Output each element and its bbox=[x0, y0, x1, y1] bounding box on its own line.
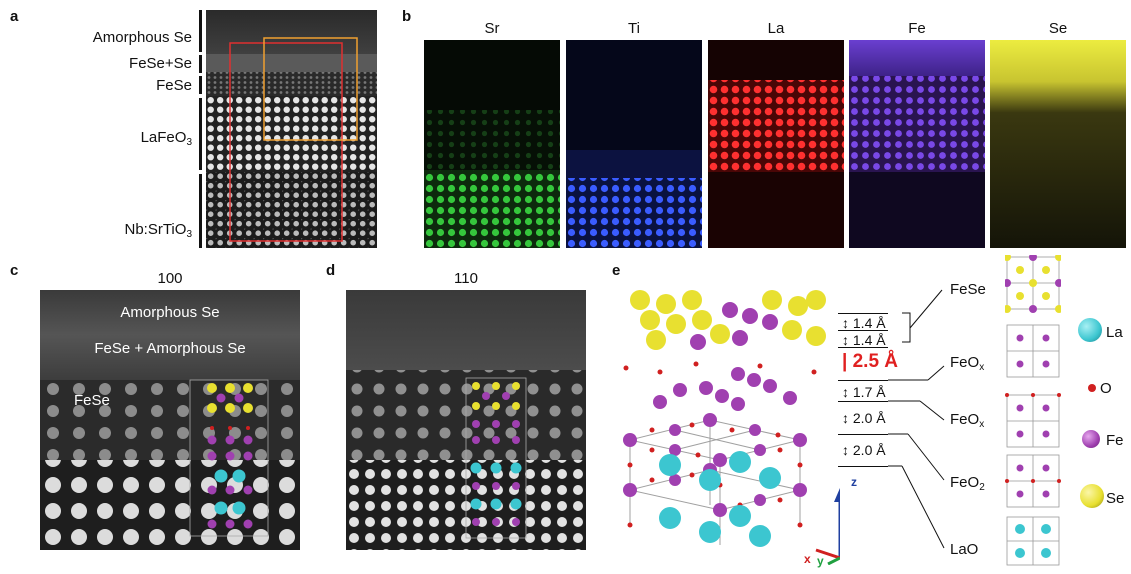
layer-bar-amorphous bbox=[199, 10, 202, 52]
panel-label-e: e bbox=[612, 262, 621, 279]
stem-image-d bbox=[346, 290, 586, 550]
layer-label-e-feox-1: FeOx bbox=[950, 354, 985, 373]
map-title-sr: Sr bbox=[484, 20, 500, 37]
layer-label-nb-srtio3: Nb:SrTiO3 bbox=[124, 221, 192, 240]
legend-label-la: La bbox=[1106, 324, 1123, 341]
overlay-label-fese: FeSe bbox=[74, 392, 110, 409]
overlay-label-fese-amorphous-se: FeSe + Amorphous Se bbox=[94, 340, 246, 357]
guide-line-2 bbox=[838, 330, 888, 331]
distance-6: ↕ 2.0 Å bbox=[842, 442, 886, 458]
legend-label-o: O bbox=[1100, 380, 1112, 397]
panel-label-d: d bbox=[326, 262, 336, 279]
overlay-label-amorphous-se: Amorphous Se bbox=[120, 304, 220, 321]
layer-label-e-feo2: FeO2 bbox=[950, 474, 985, 493]
legend-swatch-fe bbox=[1082, 430, 1100, 448]
panel-c-title: 100 bbox=[157, 270, 183, 287]
eds-map-fe bbox=[849, 40, 985, 248]
panel-label-b: b bbox=[402, 8, 412, 25]
distance-4: ↕ 1.7 Å bbox=[842, 384, 886, 400]
panel-d-title: 110 bbox=[454, 270, 478, 287]
distance-3-highlight: | 2.5 Å bbox=[842, 351, 899, 372]
guide-line-6 bbox=[838, 434, 888, 435]
eds-map-la bbox=[708, 40, 844, 248]
layer-label-amorphous-se: Amorphous Se bbox=[92, 29, 192, 46]
map-title-se: Se bbox=[1048, 20, 1068, 37]
legend-swatch-o bbox=[1088, 384, 1096, 392]
crystal-structure-3d bbox=[620, 280, 846, 566]
layer-label-fese: FeSe bbox=[156, 77, 192, 94]
layer-bar-nb-srtio3 bbox=[199, 174, 202, 248]
map-title-fe: Fe bbox=[908, 20, 926, 37]
axis-label-z: z bbox=[851, 475, 857, 489]
guide-line-7 bbox=[838, 466, 888, 467]
layer-label-lafeo3: LaFeO3 bbox=[140, 129, 192, 148]
layer-bar-fese-se bbox=[199, 55, 202, 73]
stem-image-c bbox=[40, 290, 300, 550]
axis-arrows bbox=[815, 488, 846, 566]
axis-label-x: x bbox=[804, 552, 811, 566]
guide-line-5 bbox=[838, 401, 888, 402]
legend-swatch-la bbox=[1078, 318, 1102, 342]
layer-bar-lafeo3 bbox=[199, 98, 202, 170]
layer-label-e-feox-2: FeOx bbox=[950, 411, 985, 430]
legend-swatch-se bbox=[1080, 484, 1104, 508]
feox-layer bbox=[623, 361, 817, 411]
guide-line-1 bbox=[838, 313, 888, 314]
distance-1: ↕ 1.4 Å bbox=[842, 315, 886, 331]
distance-5: ↕ 2.0 Å bbox=[842, 410, 886, 426]
guide-line-4 bbox=[838, 380, 888, 381]
perovskite-atoms bbox=[623, 413, 807, 547]
axis-label-y: y bbox=[817, 554, 824, 568]
map-title-ti: Ti bbox=[628, 20, 640, 37]
layer-bar-fese bbox=[199, 76, 202, 94]
panel-label-c: c bbox=[10, 262, 19, 279]
layer-label-fese-se: FeSe+Se bbox=[129, 55, 192, 72]
eds-map-se bbox=[990, 40, 1126, 248]
map-title-la: La bbox=[767, 20, 785, 37]
distance-2: ↕ 1.4 Å bbox=[842, 332, 886, 348]
fese-layer bbox=[630, 290, 826, 350]
stem-image-a bbox=[206, 10, 377, 248]
structure-projection-2d bbox=[1003, 253, 1063, 567]
legend-label-fe: Fe bbox=[1106, 432, 1124, 449]
leader-lines bbox=[888, 289, 945, 549]
panel-label-a: a bbox=[10, 8, 19, 25]
guide-line-3 bbox=[838, 347, 888, 348]
layer-label-e-fese: FeSe bbox=[950, 281, 986, 298]
eds-map-sr bbox=[424, 40, 560, 248]
layer-label-e-lao: LaO bbox=[950, 541, 979, 558]
legend-label-se: Se bbox=[1106, 490, 1125, 507]
eds-map-ti bbox=[566, 40, 702, 248]
